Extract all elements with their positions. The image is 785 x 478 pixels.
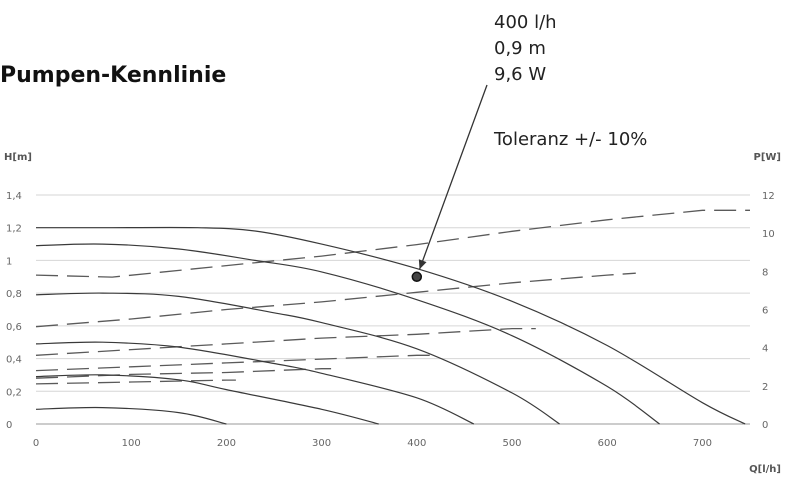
y-left-tick-label: 1 bbox=[6, 256, 12, 267]
power-curve-6 bbox=[35, 379, 236, 385]
y-left-axis-label: H[m] bbox=[4, 152, 32, 163]
y-left-tick-label: 0 bbox=[6, 420, 12, 431]
x-tick-label: 700 bbox=[693, 438, 712, 449]
operating-point-group bbox=[411, 84, 488, 283]
head-curve-1 bbox=[36, 226, 746, 425]
x-tick-label: 600 bbox=[598, 438, 617, 449]
annotation-arrowhead bbox=[418, 259, 427, 270]
annotation-flow: 400 l/h bbox=[494, 12, 557, 33]
x-tick-label: 300 bbox=[312, 438, 331, 449]
annotation-power: 9,6 W bbox=[494, 64, 546, 85]
y-right-tick-label: 12 bbox=[762, 191, 775, 202]
annotation-head: 0,9 m bbox=[494, 38, 546, 59]
head-curve-4 bbox=[35, 341, 475, 425]
head-curve-6 bbox=[35, 406, 227, 425]
y-right-tick-label: 10 bbox=[762, 229, 775, 240]
y-left-tick-label: 0,2 bbox=[6, 387, 22, 398]
operating-point-marker bbox=[411, 271, 423, 283]
y-right-tick-label: 2 bbox=[762, 382, 768, 393]
power-curve-3 bbox=[35, 327, 536, 356]
y-right-tick-label: 6 bbox=[762, 306, 768, 317]
head-curve-3 bbox=[35, 292, 560, 425]
y-left-tick-label: 0,4 bbox=[6, 355, 22, 366]
y-right-axis-label: P[W] bbox=[754, 152, 782, 163]
x-tick-label: 400 bbox=[407, 438, 426, 449]
x-tick-label: 100 bbox=[122, 438, 141, 449]
x-tick-label: 200 bbox=[217, 438, 236, 449]
chart-title: Pumpen-Kennlinie bbox=[0, 63, 226, 88]
x-tick-label: 0 bbox=[33, 438, 39, 449]
annotation-tolerance: Toleranz +/- 10% bbox=[493, 129, 647, 150]
annotation-arrow-line bbox=[418, 84, 488, 270]
x-tick-label: 500 bbox=[502, 438, 521, 449]
head-curve-2 bbox=[35, 243, 660, 425]
y-left-tick-label: 0,8 bbox=[6, 289, 22, 300]
tick-labels: 0 0,2 0,4 0,6 0,8 1 1,2 1,4 0 2 4 6 8 10 12 0 100 200 300 4… bbox=[6, 191, 775, 449]
head-curve-5 bbox=[35, 374, 379, 425]
power-curve-5 bbox=[35, 368, 332, 379]
y-right-tick-label: 4 bbox=[762, 344, 768, 355]
power-curve-4 bbox=[35, 354, 436, 372]
power-curve-1 bbox=[35, 209, 750, 278]
x-axis-label: Q[l/h] bbox=[749, 464, 781, 475]
y-right-tick-label: 0 bbox=[762, 420, 768, 431]
y-left-tick-label: 1,4 bbox=[6, 191, 22, 202]
y-left-tick-label: 0,6 bbox=[6, 322, 22, 333]
grid-lines bbox=[36, 194, 750, 425]
power-curve-2 bbox=[35, 272, 636, 328]
y-left-tick-label: 1,2 bbox=[6, 224, 22, 235]
y-right-tick-label: 8 bbox=[762, 267, 768, 278]
series-group bbox=[35, 209, 750, 425]
